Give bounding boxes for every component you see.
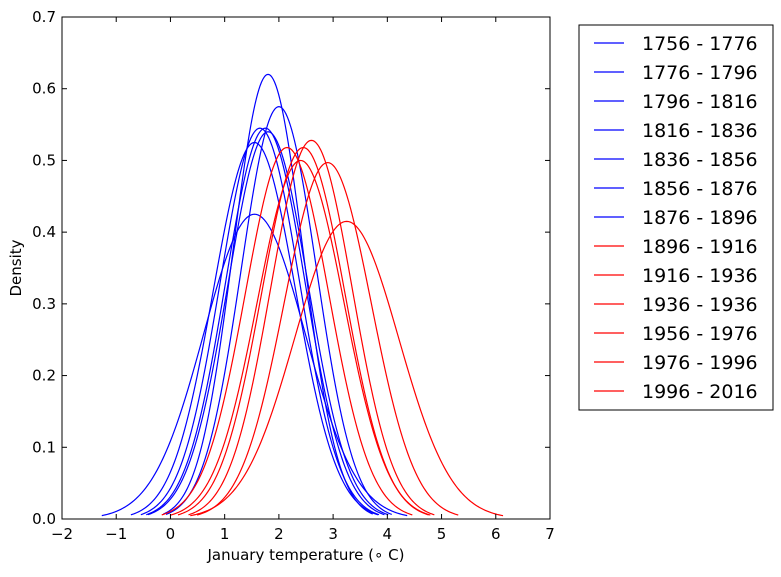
x-tick-label: 2 — [274, 525, 284, 543]
legend-entry-label: 1836 - 1856 — [642, 149, 758, 171]
legend-entry-label: 1816 - 1836 — [642, 120, 758, 142]
y-tick-label: 0.3 — [32, 295, 56, 313]
legend: 1756 - 1776 1776 - 1796 1796 - 1816 1816 - … — [578, 24, 774, 411]
x-tick-label: 4 — [383, 525, 393, 543]
legend-entry-label: 1876 - 1896 — [642, 207, 758, 229]
legend-entry-label: 1976 - 1996 — [642, 352, 758, 374]
series-line — [170, 159, 431, 516]
x-tick-label: 7 — [545, 525, 555, 543]
y-tick-label: 0.5 — [32, 151, 56, 169]
y-tick-label: 0.2 — [32, 367, 56, 385]
series-line — [188, 139, 435, 516]
density-curves — [101, 73, 504, 517]
x-axis: −2 −1 0 1 2 3 4 5 6 7 — [51, 17, 555, 543]
x-tick-label: −1 — [105, 525, 127, 543]
legend-entry-label: 1956 - 1976 — [642, 323, 758, 345]
series-line — [101, 213, 408, 517]
legend-entry-label: 1896 - 1916 — [642, 236, 758, 258]
series-line — [165, 106, 392, 515]
y-axis: 0.0 0.1 0.2 0.3 0.4 0.5 0.6 0.7 — [32, 8, 550, 528]
legend-entry-label: 1776 - 1796 — [642, 62, 758, 84]
legend-entry-label: 1936 - 1936 — [642, 294, 758, 316]
x-axis-label: January temperature (∘ C) — [206, 546, 404, 564]
series-line — [147, 131, 389, 516]
legend-entry-label: 1796 - 1816 — [642, 91, 758, 113]
y-tick-label: 0.6 — [32, 80, 56, 98]
series-line — [196, 161, 459, 516]
series-line — [146, 127, 385, 516]
legend-entry-label: 1856 - 1876 — [642, 178, 758, 200]
series-line — [163, 73, 373, 515]
x-tick-label: 1 — [220, 525, 230, 543]
x-tick-label: −2 — [51, 525, 73, 543]
plot-frame — [61, 16, 551, 520]
y-tick-label: 0.1 — [32, 438, 56, 456]
y-tick-label: 0.7 — [32, 8, 56, 26]
legend-entry-label: 1996 - 2016 — [642, 381, 758, 403]
x-tick-label: 0 — [166, 525, 176, 543]
y-tick-label: 0.0 — [32, 510, 56, 528]
legend-entry-label: 1916 - 1936 — [642, 265, 758, 287]
x-tick-label: 5 — [437, 525, 447, 543]
series-line — [161, 146, 413, 516]
series-line — [140, 127, 380, 516]
x-tick-label: 6 — [491, 525, 501, 543]
y-axis-label: Density — [7, 239, 25, 296]
x-tick-label: 3 — [328, 525, 338, 543]
y-tick-label: 0.4 — [32, 223, 56, 241]
series-line — [190, 220, 504, 517]
legend-entry-label: 1756 - 1776 — [642, 33, 758, 55]
